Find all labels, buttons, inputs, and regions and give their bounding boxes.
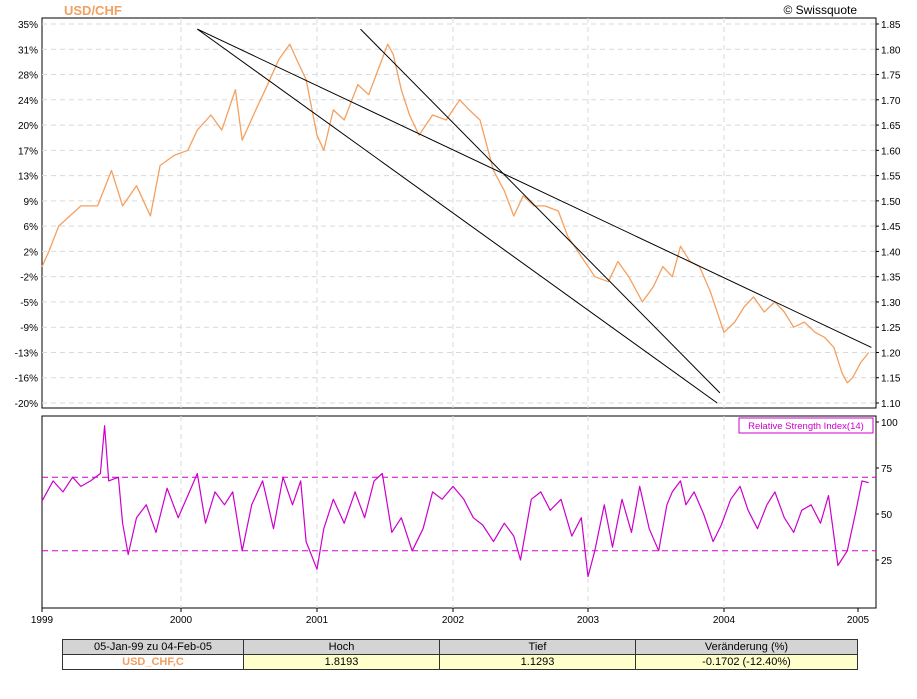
x-tick-label: 2000 <box>170 615 193 626</box>
price-panel: 1.85 35% 1.80 31% 1.75 28% 1.70 24% 1.65 20% 1.60 1… <box>15 17 901 410</box>
source-label: © Swissquote <box>783 3 857 17</box>
right-tick-label: 1.60 <box>881 146 901 157</box>
left-tick-label: 24% <box>18 96 38 107</box>
right-tick-label: 1.65 <box>881 121 901 132</box>
left-tick-label: -16% <box>15 374 38 385</box>
right-tick-label: 1.15 <box>881 374 901 385</box>
rsi-panel: 100 75 50 25 Relative Strength Index(14) <box>41 415 898 609</box>
x-tick-label: 2001 <box>306 615 329 626</box>
right-tick-label: 1.80 <box>881 45 901 56</box>
right-tick-label: 1.55 <box>881 172 901 183</box>
rsi-tick-label: 25 <box>881 556 893 567</box>
rsi-plot-frame <box>41 415 877 609</box>
channel-upper-line <box>197 28 872 348</box>
rsi-series-line <box>41 425 869 578</box>
right-tick-label: 1.35 <box>881 273 901 284</box>
left-tick-label: 20% <box>18 121 38 132</box>
x-tick-label: 2005 <box>847 615 870 626</box>
right-tick-label: 1.85 <box>881 20 901 31</box>
right-tick-label: 1.30 <box>881 298 901 309</box>
summary-header-low: Tief <box>439 639 636 655</box>
channel-lower-line <box>360 28 721 394</box>
left-tick-label: 2% <box>24 247 39 258</box>
left-tick-label: 13% <box>18 172 38 183</box>
summary-symbol: USD_CHF,C <box>62 654 244 670</box>
right-tick-label: 1.10 <box>881 399 901 410</box>
rsi-tick-label: 75 <box>881 464 893 475</box>
left-tick-label: -5% <box>20 298 38 309</box>
channel-middle-line <box>197 28 718 404</box>
summary-header-high: Hoch <box>243 639 440 655</box>
x-tick-label: 2004 <box>713 615 736 626</box>
left-tick-label: -9% <box>20 323 38 334</box>
right-tick-label: 1.20 <box>881 348 901 359</box>
right-tick-label: 1.70 <box>881 96 901 107</box>
x-tick-label: 2003 <box>577 615 600 626</box>
right-tick-label: 1.75 <box>881 71 901 82</box>
chart-title: USD/CHF <box>64 3 122 18</box>
left-tick-label: 28% <box>18 71 38 82</box>
summary-high: 1.8193 <box>243 654 440 670</box>
rsi-tick-label: 100 <box>881 418 898 429</box>
left-tick-label: -13% <box>15 348 38 359</box>
chart-svg: 1.85 35% 1.80 31% 1.75 28% 1.70 24% 1.65 20% 1.60 1… <box>15 17 901 626</box>
rsi-tick-label: 50 <box>881 510 893 521</box>
summary-header-change: Veränderung (%) <box>635 639 858 655</box>
summary-change: -0.1702 (-12.40%) <box>635 654 858 670</box>
x-tick-label: 1999 <box>31 615 54 626</box>
rsi-legend-label: Relative Strength Index(14) <box>748 421 864 432</box>
summary-low: 1.1293 <box>439 654 636 670</box>
price-series-line <box>41 43 870 384</box>
left-tick-label: 17% <box>18 146 38 157</box>
x-axis: 1999 2000 2001 2002 2003 2004 2005 <box>31 608 870 626</box>
left-tick-label: 9% <box>24 197 39 208</box>
right-tick-label: 1.45 <box>881 222 901 233</box>
left-tick-label: -2% <box>20 273 38 284</box>
price-plot-frame <box>41 17 877 409</box>
x-tick-label: 2002 <box>442 615 465 626</box>
right-tick-label: 1.40 <box>881 247 901 258</box>
rsi-legend-box <box>738 417 874 434</box>
left-tick-label: 35% <box>18 20 38 31</box>
right-tick-label: 1.25 <box>881 323 901 334</box>
left-tick-label: 6% <box>24 222 39 233</box>
left-tick-label: -20% <box>15 399 38 410</box>
left-tick-label: 31% <box>18 45 38 56</box>
summary-header-period: 05-Jan-99 zu 04-Feb-05 <box>62 639 244 655</box>
right-tick-label: 1.50 <box>881 197 901 208</box>
summary-table: 05-Jan-99 zu 04-Feb-05 Hoch Tief Verände… <box>62 639 858 670</box>
